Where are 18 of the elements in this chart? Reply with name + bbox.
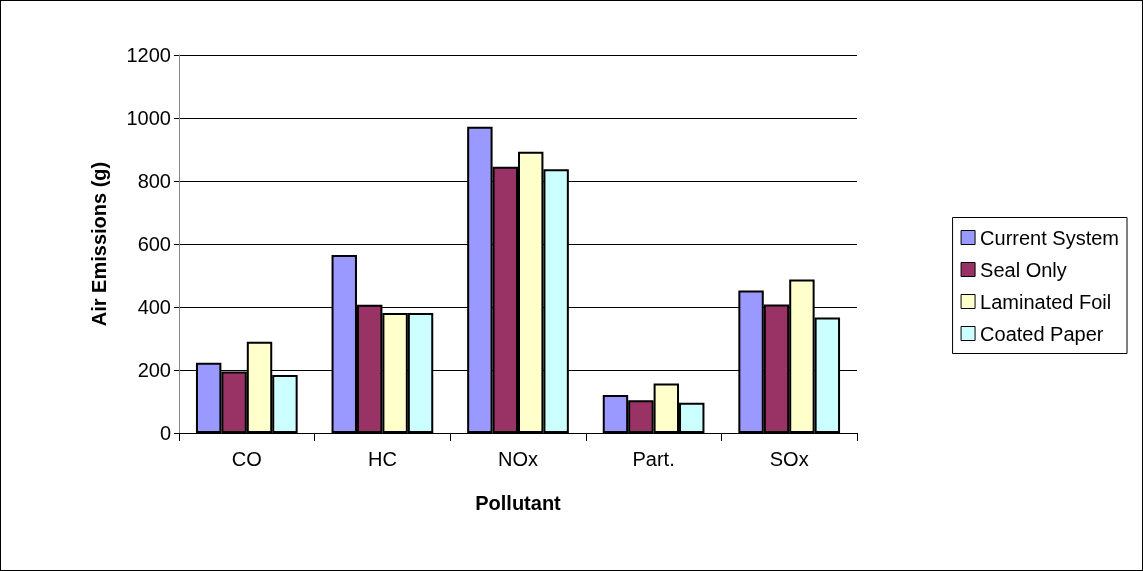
- y-tick-label: 200: [137, 359, 171, 381]
- y-tick-label: 1200: [126, 44, 171, 66]
- legend-label: Seal Only: [980, 258, 1067, 281]
- y-tick-label: 800: [137, 170, 171, 192]
- x-tick-label: SOx: [769, 448, 809, 470]
- legend-label: Current System: [980, 226, 1120, 249]
- legend-label: Laminated Foil: [980, 290, 1112, 313]
- legend-label: Coated Paper: [980, 322, 1104, 345]
- y-tick-label: 1000: [126, 107, 171, 129]
- y-tick-label: 400: [137, 296, 171, 318]
- x-tick-label: CO: [231, 448, 262, 470]
- y-tick-label: 0: [159, 422, 171, 444]
- y-axis-title: Air Emissions (g): [88, 161, 110, 327]
- y-tick-label: 600: [137, 233, 171, 255]
- x-tick-label: Part.: [632, 448, 675, 470]
- x-tick-label: HC: [367, 448, 397, 470]
- x-tick-label: NOx: [498, 448, 538, 470]
- x-axis-title: Pollutant: [475, 492, 562, 514]
